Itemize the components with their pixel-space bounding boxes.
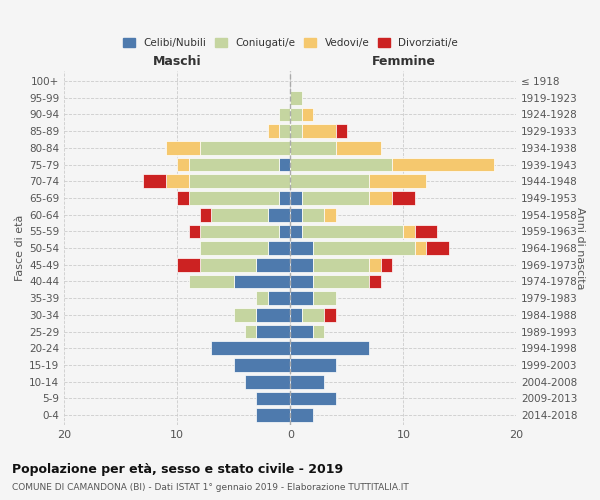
Bar <box>370 191 392 205</box>
Bar <box>234 274 290 288</box>
Bar <box>290 108 302 122</box>
Bar <box>268 208 290 222</box>
Bar <box>290 324 313 338</box>
Bar <box>200 241 268 255</box>
Y-axis label: Anni di nascita: Anni di nascita <box>575 207 585 290</box>
Bar <box>290 174 370 188</box>
Bar <box>200 224 279 238</box>
Bar <box>313 274 370 288</box>
Bar <box>234 308 256 322</box>
Bar <box>178 191 188 205</box>
Bar <box>188 274 234 288</box>
Bar <box>302 124 335 138</box>
Bar <box>290 191 302 205</box>
Bar <box>415 241 426 255</box>
Text: Femmine: Femmine <box>371 56 436 68</box>
Bar <box>290 124 302 138</box>
Bar <box>290 358 335 372</box>
Bar <box>370 274 381 288</box>
Bar <box>313 258 370 272</box>
Bar <box>426 241 449 255</box>
Bar <box>290 141 335 154</box>
Bar <box>279 191 290 205</box>
Bar <box>200 258 256 272</box>
Bar <box>178 258 200 272</box>
Bar <box>290 408 313 422</box>
Bar <box>279 158 290 172</box>
Bar <box>279 124 290 138</box>
Bar <box>234 358 290 372</box>
Bar <box>268 241 290 255</box>
Bar <box>290 224 302 238</box>
Bar <box>290 241 313 255</box>
Bar <box>302 308 324 322</box>
Bar <box>302 224 403 238</box>
Text: Maschi: Maschi <box>153 56 202 68</box>
Bar <box>381 258 392 272</box>
Bar <box>403 224 415 238</box>
Bar <box>335 124 347 138</box>
Bar <box>392 158 494 172</box>
Y-axis label: Fasce di età: Fasce di età <box>15 215 25 282</box>
Bar <box>188 224 200 238</box>
Bar <box>290 308 302 322</box>
Bar <box>392 191 415 205</box>
Bar <box>324 208 335 222</box>
Bar <box>290 292 313 305</box>
Bar <box>290 158 392 172</box>
Bar <box>166 141 200 154</box>
Bar <box>290 91 302 104</box>
Bar <box>256 324 290 338</box>
Bar <box>178 158 188 172</box>
Bar <box>290 274 313 288</box>
Text: COMUNE DI CAMANDONA (BI) - Dati ISTAT 1° gennaio 2019 - Elaborazione TUTTITALIA.: COMUNE DI CAMANDONA (BI) - Dati ISTAT 1°… <box>12 482 409 492</box>
Bar <box>211 342 290 355</box>
Bar <box>200 208 211 222</box>
Bar <box>370 258 381 272</box>
Bar <box>313 292 335 305</box>
Bar <box>256 408 290 422</box>
Bar <box>256 392 290 406</box>
Bar <box>188 174 290 188</box>
Bar <box>256 292 268 305</box>
Bar <box>256 258 290 272</box>
Bar <box>415 224 437 238</box>
Bar <box>256 308 290 322</box>
Bar <box>211 208 268 222</box>
Bar <box>290 392 335 406</box>
Bar <box>313 324 324 338</box>
Bar <box>279 224 290 238</box>
Bar <box>335 141 381 154</box>
Bar <box>268 292 290 305</box>
Bar <box>268 124 279 138</box>
Legend: Celibi/Nubili, Coniugati/e, Vedovi/e, Divorziati/e: Celibi/Nubili, Coniugati/e, Vedovi/e, Di… <box>118 34 463 52</box>
Bar <box>290 208 302 222</box>
Bar <box>302 108 313 122</box>
Bar <box>370 174 426 188</box>
Bar <box>279 108 290 122</box>
Bar <box>200 141 290 154</box>
Bar <box>290 342 370 355</box>
Bar <box>302 208 324 222</box>
Bar <box>290 375 324 388</box>
Bar <box>188 191 279 205</box>
Bar <box>245 324 256 338</box>
Text: Popolazione per età, sesso e stato civile - 2019: Popolazione per età, sesso e stato civil… <box>12 462 343 475</box>
Bar <box>290 258 313 272</box>
Bar <box>166 174 188 188</box>
Bar <box>245 375 290 388</box>
Bar <box>313 241 415 255</box>
Bar <box>188 158 279 172</box>
Bar <box>143 174 166 188</box>
Bar <box>324 308 335 322</box>
Bar <box>302 191 370 205</box>
